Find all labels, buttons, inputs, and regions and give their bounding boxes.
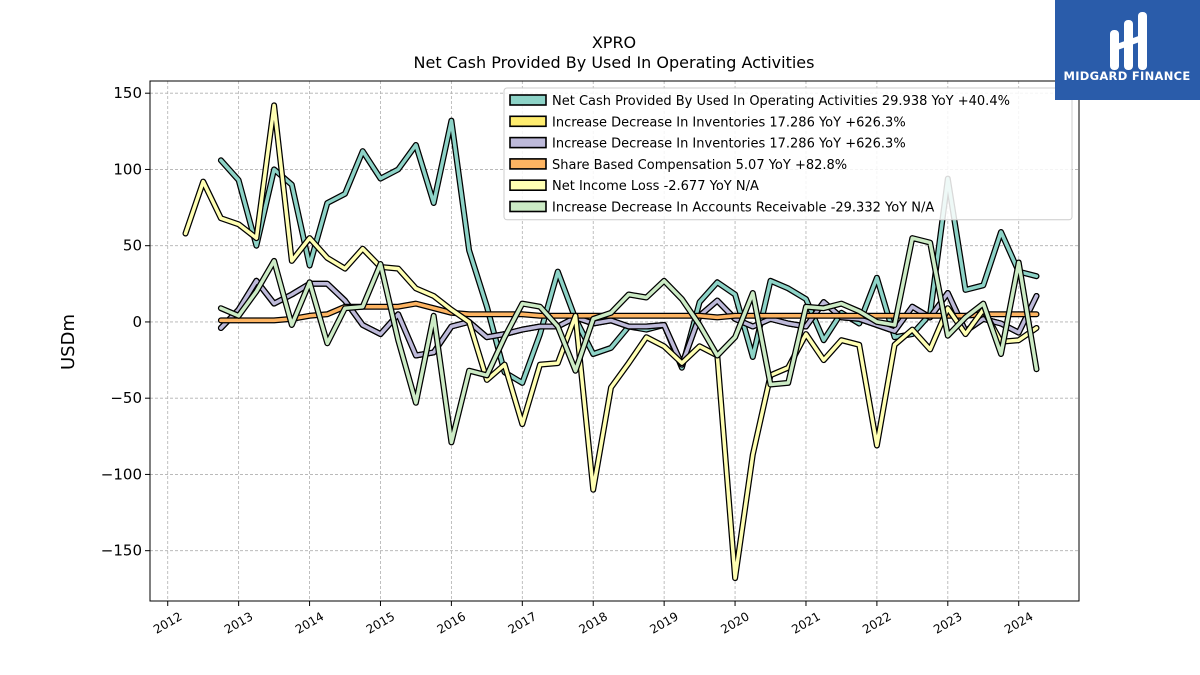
y-axis-label: USDm xyxy=(58,314,79,370)
legend-item: Net Cash Provided By Used In Operating A… xyxy=(509,94,1010,109)
legend-swatch xyxy=(509,94,547,106)
y-axis-ticks: 150 100 50 0 −50 −100 −150 xyxy=(101,84,150,560)
series-4 xyxy=(182,102,1040,582)
legend-swatch xyxy=(509,158,547,170)
legend-item: Increase Decrease In Accounts Receivable… xyxy=(509,200,934,216)
x-tick-label: 2020 xyxy=(718,609,751,636)
legend: Net Cash Provided By Used In Operating A… xyxy=(503,87,1073,221)
x-tick-label: 2021 xyxy=(789,609,822,636)
plot-frame xyxy=(149,80,1080,602)
x-tick-label: 2018 xyxy=(576,609,609,636)
legend-item: Increase Decrease In Inventories 17.286 … xyxy=(509,115,906,130)
y-tick-label: 0 xyxy=(132,313,142,331)
legend-label: Increase Decrease In Inventories 17.286 … xyxy=(552,115,906,130)
legend-item: Increase Decrease In Inventories 17.286 … xyxy=(509,136,906,152)
x-tick-label: 2023 xyxy=(931,609,964,636)
x-tick-label: 2024 xyxy=(1002,609,1035,636)
y-tick-label: −150 xyxy=(101,542,142,560)
legend-label: Increase Decrease In Inventories 17.286 … xyxy=(552,137,906,152)
y-tick-label: −100 xyxy=(101,465,142,483)
midgard-logo: MIDGARD FINANCE xyxy=(1055,0,1200,100)
logo-mark-icon xyxy=(1110,12,1147,70)
x-tick-label: 2016 xyxy=(435,609,468,636)
x-tick-label: 2013 xyxy=(222,609,255,636)
legend-label: Share Based Compensation 5.07 YoY +82.8% xyxy=(552,158,847,173)
series-line xyxy=(219,279,1039,367)
series-line xyxy=(219,236,1039,445)
legend-label: Net Income Loss -2.677 YoY N/A xyxy=(552,179,759,194)
x-tick-label: 2015 xyxy=(364,609,397,636)
x-tick-label: 2019 xyxy=(647,609,680,636)
legend-swatch xyxy=(509,179,547,191)
series-5 xyxy=(217,235,1040,446)
legend-swatch xyxy=(509,200,547,213)
chart-subtitle: Net Cash Provided By Used In Operating A… xyxy=(414,53,815,72)
y-tick-label: 100 xyxy=(113,160,142,178)
legend-item: Net Income Loss -2.677 YoY N/A xyxy=(509,179,759,194)
chart-title: XPRO xyxy=(592,33,636,52)
x-tick-label: 2022 xyxy=(860,609,893,636)
y-tick-label: 150 xyxy=(113,84,142,102)
x-tick-label: 2014 xyxy=(293,609,326,636)
x-tick-label: 2017 xyxy=(506,609,539,636)
series-layer xyxy=(182,102,1040,582)
series-2 xyxy=(217,277,1040,368)
legend-box xyxy=(503,87,1073,221)
legend-label: Net Cash Provided By Used In Operating A… xyxy=(552,94,1010,109)
y-tick-label: −50 xyxy=(110,389,142,407)
legend-item: Share Based Compensation 5.07 YoY +82.8% xyxy=(509,158,847,173)
x-axis-ticks: 2012 2013 2014 2015 2016 2017 2018 2019 2020 2021… xyxy=(151,601,1035,637)
y-tick-label: 50 xyxy=(123,237,142,255)
x-tick-label: 2012 xyxy=(151,609,184,636)
logo-text: MIDGARD FINANCE xyxy=(1063,69,1190,83)
series-line xyxy=(183,103,1039,580)
legend-label: Increase Decrease In Accounts Receivable… xyxy=(552,201,934,216)
legend-swatch xyxy=(509,136,547,149)
legend-swatch xyxy=(509,115,547,128)
